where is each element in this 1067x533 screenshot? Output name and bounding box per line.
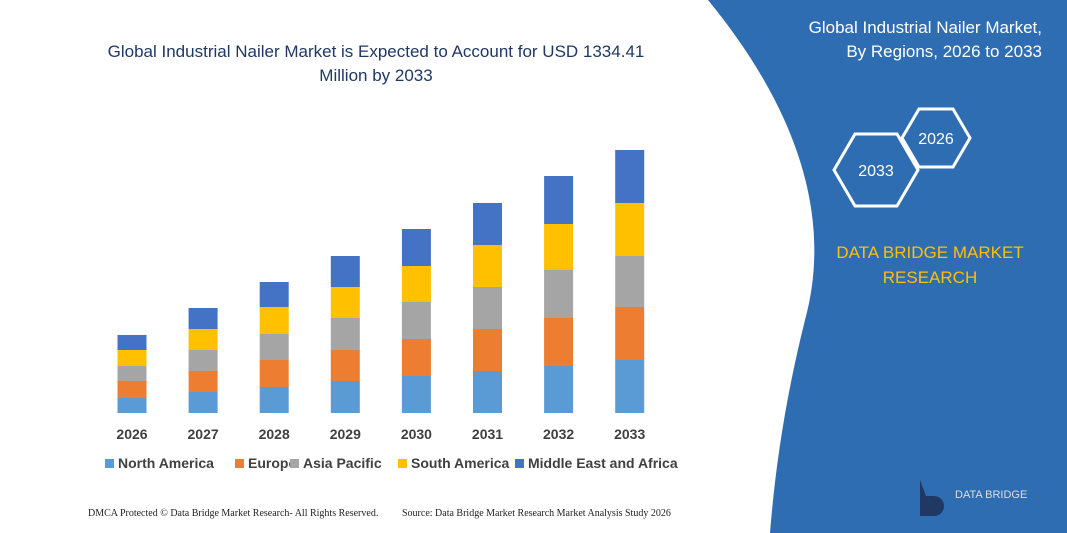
- bar-segment: [615, 150, 645, 203]
- bar-segment: [615, 203, 645, 256]
- bar-segment: [615, 307, 645, 360]
- bar-segment: [117, 335, 147, 350]
- badge-label: 2026: [918, 131, 954, 148]
- legend-label: North America: [118, 455, 214, 471]
- x-tick-label: 2029: [330, 426, 361, 442]
- bar-segment: [544, 270, 574, 318]
- x-tick-label: 2033: [614, 426, 645, 442]
- footer-left: DMCA Protected © Data Bridge Market Rese…: [88, 508, 379, 519]
- legend-label: Asia Pacific: [303, 455, 382, 471]
- bar-segment: [259, 387, 289, 413]
- x-tick-label: 2030: [401, 426, 432, 442]
- bar-segment: [188, 392, 218, 413]
- bar-segment: [473, 287, 502, 329]
- bar-segment: [259, 282, 289, 307]
- bar-segment: [188, 371, 218, 392]
- bar-segment: [330, 350, 360, 381]
- footer-right: Source: Data Bridge Market Research Mark…: [402, 508, 671, 519]
- bar-segment: [401, 302, 431, 339]
- bar-segment: [330, 287, 360, 318]
- bar-segment: [544, 176, 574, 224]
- legend-label: Europe: [248, 455, 296, 471]
- logo-mark: [920, 480, 944, 516]
- bar-segment: [473, 203, 502, 245]
- legend-swatch: [398, 459, 407, 468]
- legend-swatch: [290, 459, 299, 468]
- bar-segment: [117, 350, 147, 366]
- bar-segment: [473, 245, 502, 287]
- bar-segment: [259, 334, 289, 360]
- bar-segment: [544, 224, 574, 270]
- bar-segment: [117, 366, 147, 381]
- bar-segment: [188, 308, 218, 329]
- bar-segment: [330, 381, 360, 413]
- x-tick-label: 2027: [188, 426, 219, 442]
- bar-segment: [401, 266, 431, 302]
- bar-segment: [259, 307, 289, 334]
- x-tick-label: 2031: [472, 426, 503, 442]
- brand: DATA BRIDGE MARKET RESEARCH: [836, 243, 1024, 287]
- badge-hexagon: [900, 107, 972, 169]
- bar-segment: [117, 381, 147, 398]
- logo-text: DATA BRIDGE: [955, 489, 1027, 501]
- legend-swatch: [105, 459, 114, 468]
- bar-segment: [473, 329, 502, 371]
- bar-segment: [401, 229, 431, 266]
- bar-segment: [401, 376, 431, 413]
- badge-hexagon: [832, 132, 920, 208]
- bar-segment: [330, 256, 360, 287]
- badge-label: 2033: [858, 163, 894, 180]
- bar-segment: [544, 318, 574, 366]
- bar-segment: [401, 339, 431, 376]
- legend-swatch: [515, 459, 524, 468]
- x-tick-label: 2032: [543, 426, 574, 442]
- panel-title: Global Industrial Nailer Market, By Regi…: [809, 16, 1042, 64]
- legend-label: Middle East and Africa: [528, 455, 678, 471]
- chart-title: Global Industrial Nailer Market is Expec…: [107, 42, 645, 85]
- x-tick-label: 2028: [259, 426, 290, 442]
- panel-title-line: By Regions, 2026 to 2033: [846, 42, 1042, 61]
- bar-segment: [615, 256, 645, 307]
- bar-segment: [615, 360, 645, 413]
- bar-segment: [544, 366, 574, 413]
- bar-segment: [259, 360, 289, 387]
- bar-segment: [188, 350, 218, 371]
- legend-swatch: [235, 459, 244, 468]
- panel-title-line: Global Industrial Nailer Market,: [808, 18, 1042, 37]
- legend-label: South America: [411, 455, 509, 471]
- bar-segment: [473, 371, 502, 413]
- bar-segment: [117, 398, 147, 413]
- bar-segment: [188, 329, 218, 350]
- x-tick-label: 2026: [116, 426, 147, 442]
- bar-segment: [330, 318, 360, 350]
- side-panel: [708, 0, 1067, 533]
